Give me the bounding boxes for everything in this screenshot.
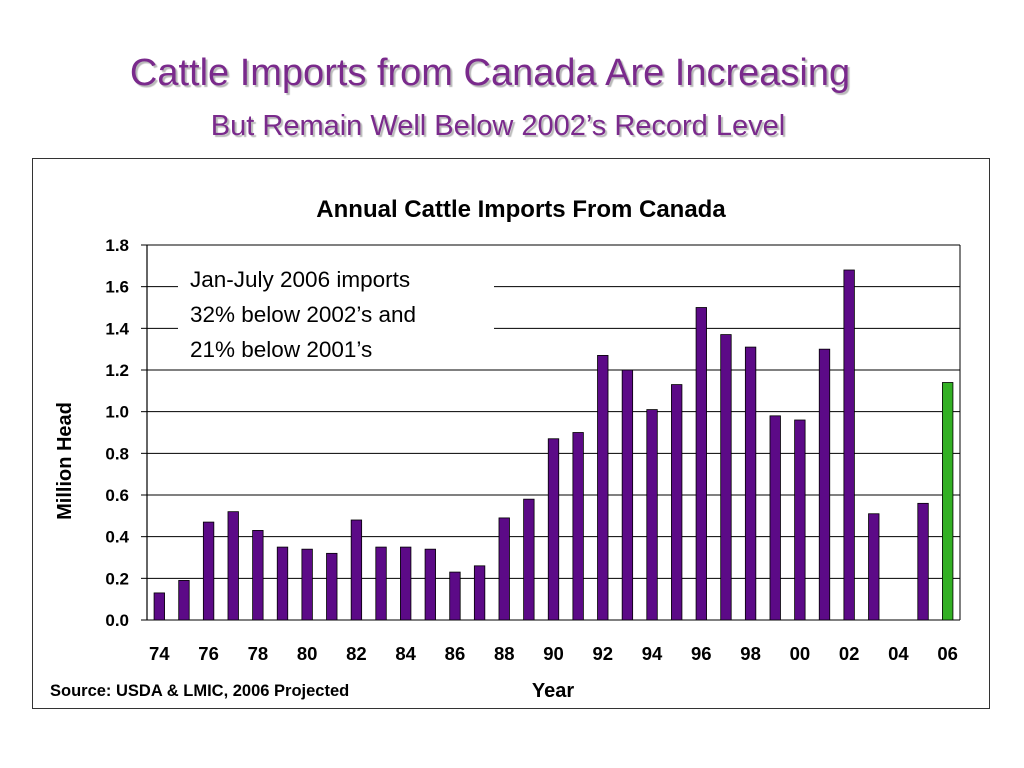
bar-87 [473, 565, 486, 621]
x-tick-label: 90 [543, 643, 564, 664]
x-tick-label: 04 [888, 643, 909, 664]
y-tick-label: 1.4 [105, 319, 129, 338]
x-tick-label: 76 [198, 643, 219, 664]
bar-89 [523, 498, 535, 621]
bar-99 [769, 415, 781, 621]
bar-93 [621, 369, 634, 621]
y-axis-label: Million Head [54, 402, 76, 520]
slide-subtitle: But Remain Well Below 2002’s Record Leve… [210, 110, 786, 142]
bar-82 [350, 519, 363, 621]
bar-95 [671, 384, 683, 621]
x-axis-label: Year [532, 680, 574, 702]
bar-01 [818, 348, 831, 621]
bar-74 [153, 592, 165, 621]
y-tick-label: 0.2 [105, 569, 129, 588]
bar-92 [597, 355, 609, 621]
bar-75 [178, 580, 190, 621]
y-tick-label: 0.0 [105, 611, 129, 630]
bar-91 [572, 432, 584, 621]
bar-00 [794, 419, 806, 621]
bar-77 [227, 511, 239, 621]
bar-chart: Annual Cattle Imports From Canada 0.0 0.2 0… [54, 196, 961, 702]
x-tick-label: 98 [740, 643, 761, 664]
source-note: Source: USDA & LMIC, 2006 Projected [50, 682, 350, 700]
x-tick-label: 86 [445, 643, 466, 664]
x-tick-label: 78 [248, 643, 269, 664]
x-tick-label: 00 [790, 643, 811, 664]
bar-83 [375, 546, 387, 621]
slide-title: Cattle Imports from Canada Are Increasin… [129, 52, 851, 94]
y-tick-label: 0.6 [105, 486, 129, 505]
y-tick-label: 1.8 [105, 236, 129, 255]
x-tick-label: 02 [839, 643, 860, 664]
x-tick-label: 06 [937, 643, 958, 664]
x-tick-label: 80 [297, 643, 318, 664]
bar-06 [942, 382, 954, 621]
bar-94 [646, 409, 658, 621]
bar-76 [202, 521, 215, 621]
bar-79 [276, 546, 289, 621]
annotation-line-1: Jan-July 2006 imports [190, 267, 411, 292]
chart-annotation: Jan-July 2006 imports 32% below 2002’s a… [178, 262, 494, 367]
bar-03 [868, 513, 880, 621]
bar-78 [252, 530, 264, 621]
y-tick-label: 0.4 [105, 528, 129, 547]
x-tick-label: 84 [395, 643, 416, 664]
bar-85 [424, 548, 436, 621]
x-tick-label: 94 [642, 643, 663, 664]
bar-81 [326, 552, 338, 621]
y-tick-label: 0.8 [105, 444, 129, 463]
bar-97 [720, 334, 732, 621]
x-tick-label: 88 [494, 643, 515, 664]
y-tick-label: 1.2 [105, 361, 129, 380]
x-tick-label: 92 [592, 643, 613, 664]
bar-96 [695, 307, 707, 621]
y-tick-label: 1.6 [105, 278, 129, 297]
bar-80 [301, 548, 313, 621]
annotation-line-3: 21% below 2001’s [190, 337, 373, 362]
bar-84 [400, 546, 412, 621]
x-tick-label: 96 [691, 643, 712, 664]
bar-98 [744, 346, 757, 621]
bar-88 [498, 517, 510, 621]
chart-frame: Annual Cattle Imports From Canada 0.0 0.2 0… [32, 158, 990, 709]
bar-05 [917, 502, 929, 621]
y-tick-label: 1.0 [105, 403, 129, 422]
chart-title: Annual Cattle Imports From Canada [316, 196, 726, 223]
x-tick-label: 74 [149, 643, 170, 664]
bar-86 [449, 571, 461, 621]
bar-02 [843, 269, 855, 621]
bar-90 [547, 438, 560, 621]
x-tick-label: 82 [346, 643, 367, 664]
annotation-line-2: 32% below 2002’s and [190, 302, 417, 327]
